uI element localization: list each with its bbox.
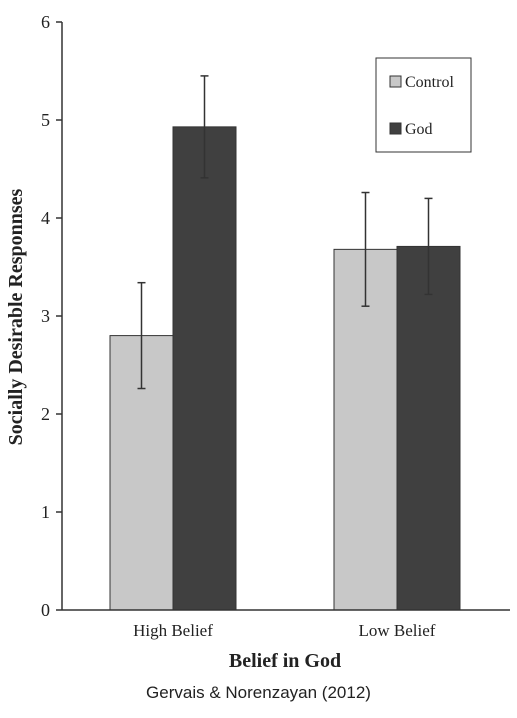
legend-label-control: Control [405,74,454,91]
legend: Control God [375,57,472,153]
x-axis-title: Belief in God [229,650,341,672]
axes: 0 1 2 3 4 5 6 High Belief Low Belief [41,12,510,640]
legend-box [375,57,472,153]
bar-control-low-belief [333,248,398,611]
y-tick-label: 5 [41,110,50,130]
x-category-label: Low Belief [359,621,436,640]
y-axis-title: Socially Desirable Responnses [5,188,27,445]
y-tick-label: 0 [41,600,50,620]
y-tick-label: 1 [41,502,50,522]
bar-god-high-belief [172,126,237,611]
bars-layer [109,126,461,611]
source-caption: Gervais & Norenzayan (2012) [146,683,371,702]
legend-label-god: God [405,121,433,138]
x-category-labels: High Belief Low Belief [133,621,436,640]
y-tick-label: 3 [41,306,50,326]
error-bars-layer [137,75,433,390]
bar-god-low-belief [396,245,461,611]
x-category-label: High Belief [133,621,213,640]
legend-swatch-control [389,75,402,88]
y-tick-label: 4 [41,208,50,228]
y-tick-label: 2 [41,404,50,424]
y-tick-label: 6 [41,12,50,32]
legend-swatch-god [389,122,402,135]
y-ticks: 0 1 2 3 4 5 6 [41,12,62,620]
